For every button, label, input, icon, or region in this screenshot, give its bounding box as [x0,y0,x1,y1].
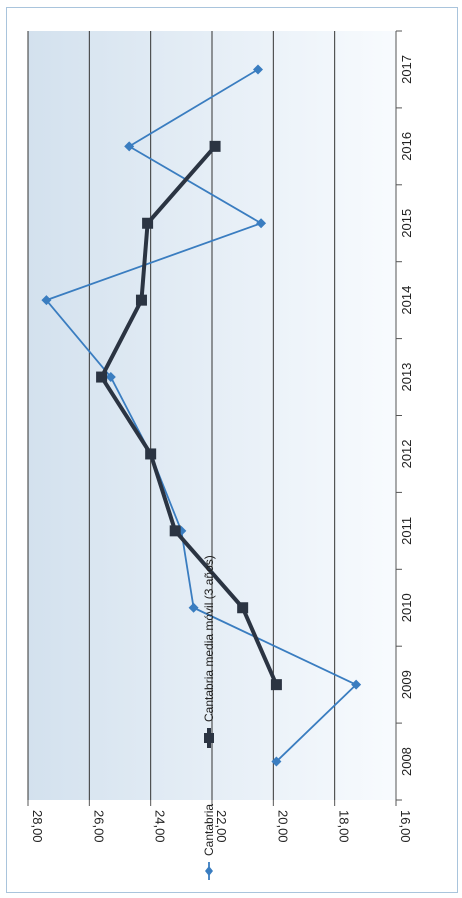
moving-average-point [142,217,154,229]
moving-average-point [169,525,181,537]
moving-average-point [145,448,157,460]
legend-label-cantabria: Cantabria [202,804,216,856]
cantabria-point [124,141,135,152]
cantabria-point [253,64,263,75]
cantabria-point [188,602,199,613]
cantabria-point [105,372,116,383]
moving-average-line [99,145,279,686]
value-tick-label: 26,00 [91,810,106,843]
category-label: 2017 [399,55,414,84]
legend-moving-average-swatch-marker [204,733,214,743]
moving-average-point [209,140,221,152]
value-tick-label: 22,00 [214,810,229,843]
moving-average-point [237,602,249,614]
cantabria-point [351,679,362,690]
legend-cantabria-swatch-marker [205,866,213,876]
value-tick-label: 24,00 [153,810,168,843]
category-label: 2013 [399,363,414,392]
moving-average-point [96,371,108,383]
legend-label-moving-average: Cantabria media móvil (3 años) [202,555,216,722]
category-label: 2008 [399,747,414,776]
value-tick-label: 20,00 [275,810,290,843]
chart-frame: 16,00 18,00 20,00 22,00 24,00 26,00 28,00 2008 2… [6,7,458,893]
line-chart: 16,00 18,00 20,00 22,00 24,00 26,00 28,00 2008 2… [27,30,414,880]
cantabria-line [45,68,358,763]
cantabria-point [41,295,52,306]
moving-average-point [135,294,147,306]
category-label: 2012 [399,439,414,468]
category-label: 2010 [399,593,414,622]
category-label: 2011 [399,517,414,545]
category-label: 2009 [399,670,414,699]
category-label: 2014 [399,286,414,315]
category-label: 2015 [399,209,414,238]
cantabria-point [271,756,282,767]
cantabria-point [256,218,267,229]
value-tick-label: 18,00 [337,810,352,843]
category-label: 2016 [399,132,414,161]
moving-average-point [270,679,282,691]
value-tick-label: 16,00 [398,810,413,843]
value-tick-label: 28,00 [30,810,45,843]
